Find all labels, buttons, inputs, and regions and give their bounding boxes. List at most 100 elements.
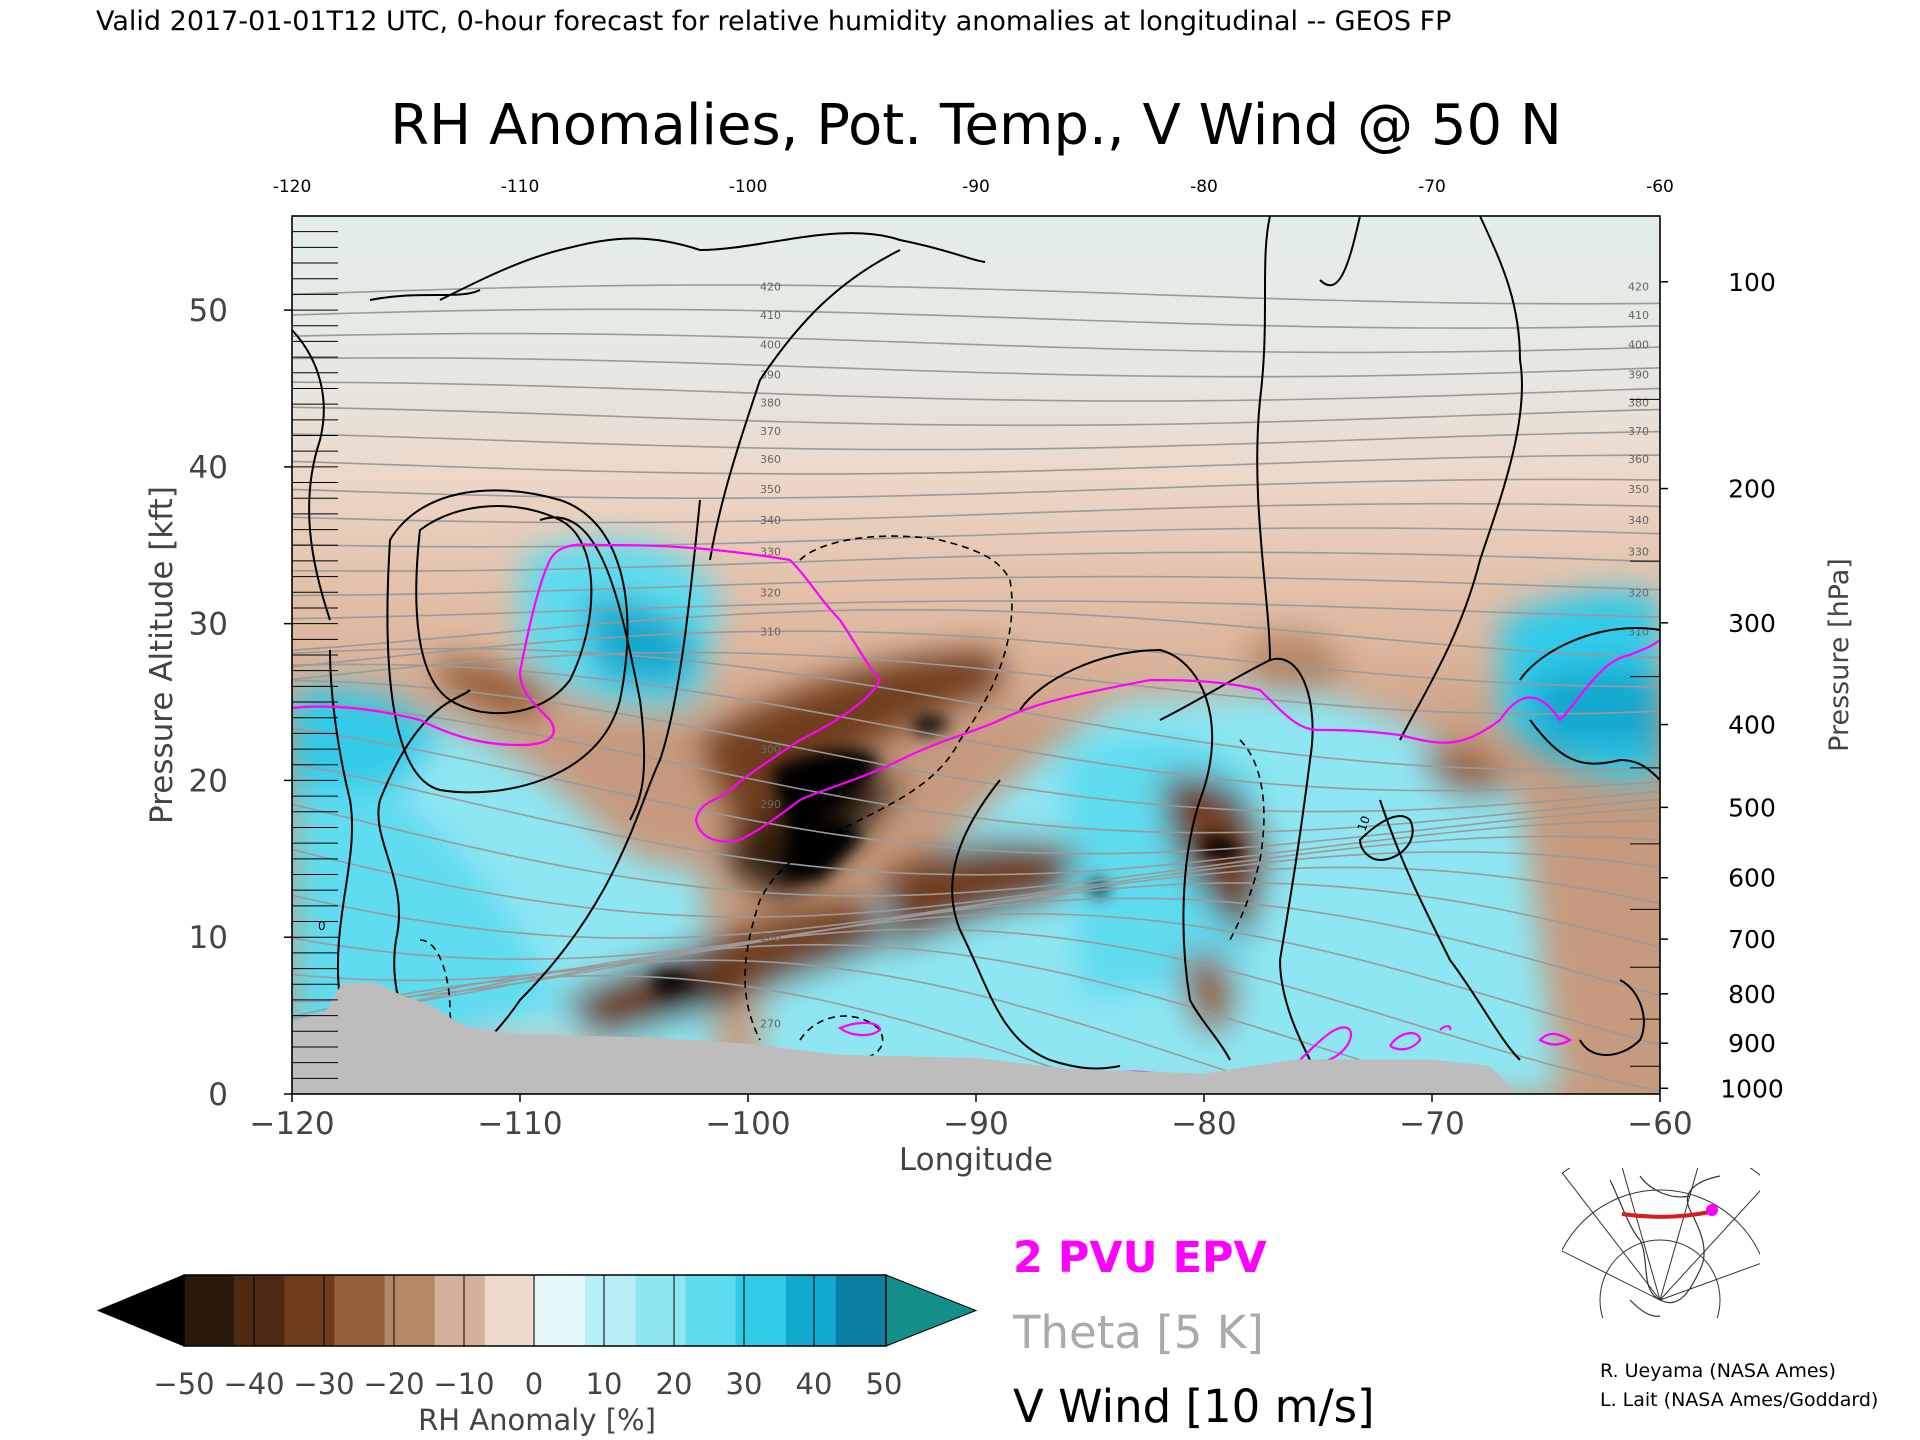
x-top-tick-label: -90 [962,177,990,197]
theta-label: 400 [1628,339,1649,352]
theta-label: 280 [760,931,781,944]
theta-line [292,803,1660,897]
colorbar-swatch [184,1275,235,1346]
theta-label: 270 [760,1017,781,1030]
theta-line [292,647,1660,771]
theta-line [292,866,1660,939]
colorbar-tick-label: 30 [726,1367,763,1401]
pressure-tick-label: 500 [1728,793,1776,822]
legend-epv: 2 PVU EPV [1013,1233,1267,1283]
pressure-tick-label: 900 [1728,1029,1776,1058]
theta-line [292,527,1660,548]
theta-label: 360 [1628,453,1649,466]
theta-line [292,381,1660,402]
theta-line [292,700,1660,834]
colorbar-swatch [735,1275,787,1346]
contour-legend: 2 PVU EPV Theta [5 K] V Wind [10 m/s] [1012,1233,1375,1433]
valid-time-header: Valid 2017-01-01T12 UTC, 0-hour forecast… [96,6,1451,37]
pressure-tick-label: 800 [1728,980,1776,1009]
x-tick-label: −90 [943,1106,1008,1142]
colorbar-tick-label: 0 [525,1367,543,1401]
theta-line [292,727,1660,855]
x-axis-ticks: −120 −110 −100 −90 −80 −70 −60 [249,1094,1693,1142]
colorbar-swatch [434,1275,486,1346]
theta-label: 320 [1628,586,1649,599]
theta-line [292,502,1660,524]
colorbar-swatch [334,1275,386,1346]
colorbar-tick-label: −20 [363,1367,424,1401]
colorbar-swatch [635,1275,686,1346]
legend-v-wind: V Wind [10 m/s] [1013,1380,1375,1433]
pressure-tick-label: 300 [1728,609,1776,638]
y-axis-left-label: Pressure Altitude [kft] [144,486,180,824]
colorbar-frame [183,1274,887,1347]
theta-label: 420 [1628,281,1649,294]
colorbar-swatch [685,1275,737,1346]
theta-label: 370 [1628,425,1649,438]
y-axis-left-ticks: 0 10 20 30 40 50 [189,231,338,1113]
colorbar-swatch [384,1275,436,1346]
theta-line [292,406,1660,427]
y-axis-right-ticks: 100 200 300 400 500 600 700 800 900 1000 [1630,268,1784,1103]
y-tick-label: 50 [189,293,228,329]
legend-theta: Theta [5 K] [1012,1306,1264,1359]
y-tick-label: 20 [189,763,228,799]
theta-line [292,600,1660,620]
x-tick-label: −70 [1399,1106,1464,1142]
theta-label: 350 [1628,483,1649,496]
theta-label: 410 [1628,309,1649,322]
theta-label: 310 [760,625,781,638]
pressure-tick-label: 200 [1728,475,1776,504]
colorbar-low-arrow [96,1274,185,1347]
theta-label: 350 [760,483,781,496]
theta-label: 340 [1628,514,1649,527]
theta-line [292,928,1660,1093]
theta-label: 380 [760,397,781,410]
theta-line [292,430,1660,451]
theta-label: 330 [1628,546,1649,559]
x-top-tick-label: -120 [273,177,312,197]
y-tick-label: 40 [189,450,228,486]
theta-line [292,762,1660,876]
theta-line [292,575,1660,597]
theta-line [292,651,1660,715]
x-axis-top-ticks: -120 -110 -100 -90 -80 -70 -60 [273,177,1674,197]
theta-contours [292,284,1660,1094]
x-tick-label: −120 [249,1106,334,1142]
x-tick-label: −100 [705,1106,790,1142]
theta-line [292,284,1660,305]
theta-line [292,454,1660,475]
chart-title: RH Anomalies, Pot. Temp., V Wind @ 50 N [390,93,1562,158]
theta-label: 420 [760,281,781,294]
colorbar-swatch [484,1275,536,1346]
x-tick-label: −60 [1627,1106,1692,1142]
contour-label: 10 [1355,814,1373,833]
colorbar-tick-label: −50 [153,1367,214,1401]
colorbar-tick-label: −40 [223,1367,284,1401]
pressure-tick-label: 400 [1728,711,1776,740]
x-top-tick-label: -70 [1418,177,1446,197]
x-tick-label: −80 [1171,1106,1236,1142]
credit-lait: L. Lait (NASA Ames/Goddard) [1600,1389,1878,1411]
colorbar-tick-label: −10 [433,1367,494,1401]
theta-line [292,308,1660,329]
theta-line [292,848,1660,918]
pressure-tick-label: 100 [1728,268,1776,297]
colorbar-swatch [835,1275,887,1346]
colorbar-tick-label: 10 [586,1367,623,1401]
x-axis-label: Longitude [899,1142,1053,1178]
x-top-tick-label: -60 [1646,177,1674,197]
colorbar-swatch [785,1275,837,1346]
theta-line [292,630,1660,688]
colorbar-tick-label: 40 [796,1367,833,1401]
theta-label: 300 [760,743,781,756]
colorbar-tick-label: 20 [656,1367,693,1401]
v-wind-contour-labels: 10 0 [318,814,1373,933]
pressure-tick-label: 600 [1728,864,1776,893]
theta-line [292,959,1302,1094]
y-axis-right-label: Pressure [hPa] [1824,558,1855,752]
theta-label: 320 [760,586,781,599]
theta-line [292,882,1660,961]
theta-line [292,551,1660,572]
